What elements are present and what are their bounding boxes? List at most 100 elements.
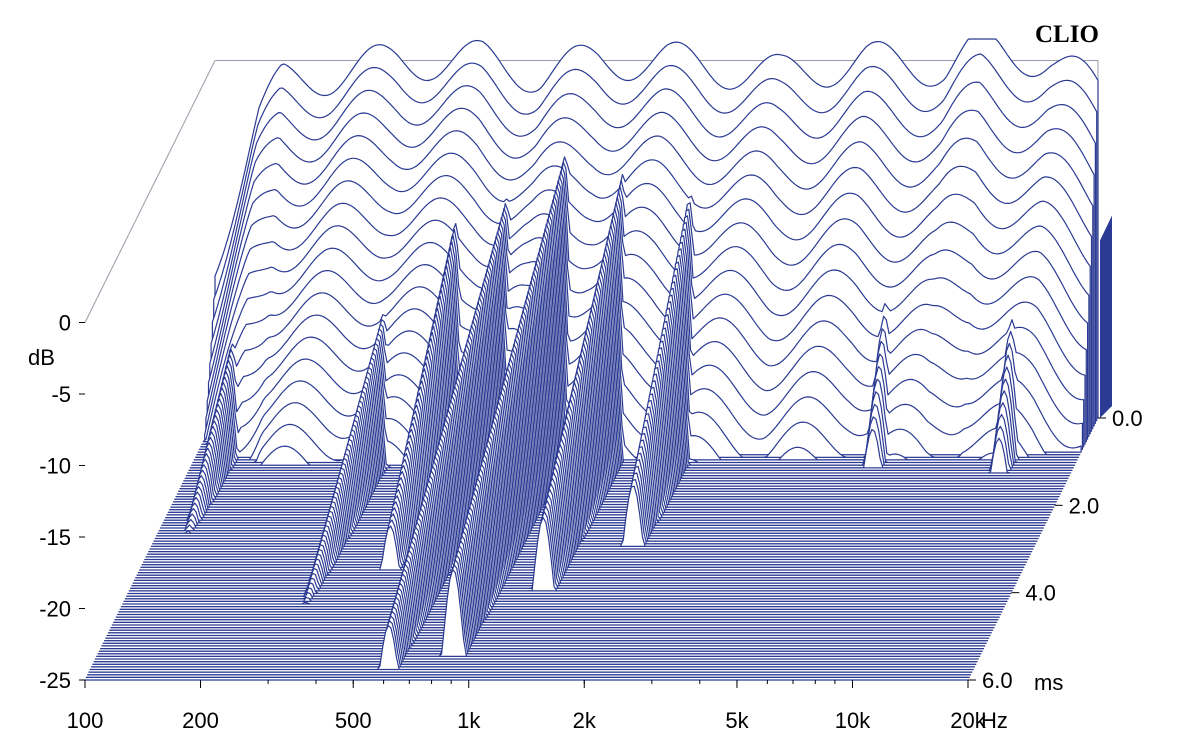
decay-slice xyxy=(136,420,1021,576)
decay-slice xyxy=(100,554,985,650)
decay-slice xyxy=(188,228,1073,471)
decay-slice xyxy=(94,606,979,660)
decay-slice xyxy=(180,257,1065,487)
decay-slice xyxy=(163,319,1048,521)
decay-slice xyxy=(183,247,1068,482)
decay-slice xyxy=(122,473,1007,605)
decay-slice xyxy=(123,468,1008,602)
decay-slice xyxy=(148,377,1033,553)
decay-slice xyxy=(145,386,1030,558)
decay-slice xyxy=(159,333,1044,529)
decay-slice xyxy=(90,620,976,668)
decay-slice xyxy=(171,290,1056,506)
decay-slice xyxy=(131,439,1016,587)
decay-slice xyxy=(89,624,974,671)
decay-slice xyxy=(102,545,987,644)
decay-slice xyxy=(142,396,1028,563)
decay-slice xyxy=(139,410,1024,571)
decay-slice xyxy=(103,540,989,642)
time-tick-label: 4.0 xyxy=(1025,581,1056,606)
decay-slice xyxy=(120,477,1005,608)
brand-logo: CLIO xyxy=(1035,21,1099,48)
y-tick-label: -15 xyxy=(39,525,71,550)
y-tick-label: 0 xyxy=(59,311,71,336)
decay-slice xyxy=(144,391,1029,561)
x-tick-label: 500 xyxy=(335,708,372,733)
decay-slice xyxy=(162,324,1047,524)
decay-slice xyxy=(113,506,998,623)
decay-slices xyxy=(84,38,1099,681)
decay-slice xyxy=(167,305,1052,513)
y-axis-ticks: 0 -5 -10 -15 -20 -25 xyxy=(39,311,85,693)
decay-slice xyxy=(179,261,1064,490)
x-axis-unit: Hz xyxy=(981,708,1008,733)
slice-edge-band xyxy=(1100,215,1112,418)
y-axis-unit: dB xyxy=(28,345,55,370)
decay-slice xyxy=(101,549,986,647)
x-axis-ticks: 100 200 500 1k 2k 5k 10k 20k xyxy=(67,680,987,733)
decay-slice xyxy=(161,329,1046,526)
decay-slice xyxy=(191,218,1076,466)
decay-slice xyxy=(135,425,1020,579)
decay-slice xyxy=(172,285,1057,503)
decay-slice xyxy=(105,535,990,639)
x-tick-label: 5k xyxy=(725,708,749,733)
decay-slice xyxy=(96,569,981,657)
y-tick-label: -5 xyxy=(51,382,71,407)
decay-slice xyxy=(154,353,1039,540)
decay-slice xyxy=(92,615,977,665)
decay-slice xyxy=(127,453,1012,595)
decay-slice xyxy=(141,401,1026,566)
decay-slice xyxy=(118,487,1003,613)
frame-left-diagonal xyxy=(84,60,216,323)
decay-slice xyxy=(194,204,1080,458)
decay-slice xyxy=(174,281,1059,500)
decay-slice xyxy=(129,444,1015,589)
time-tick-label: 0.0 xyxy=(1112,406,1143,431)
decay-slice xyxy=(189,223,1074,469)
decay-slice xyxy=(176,271,1061,495)
decay-slice xyxy=(126,458,1011,597)
decay-slice xyxy=(98,559,983,652)
decay-slice xyxy=(133,429,1018,581)
decay-slice xyxy=(97,564,982,655)
decay-slice xyxy=(107,525,992,634)
decay-slice xyxy=(149,372,1034,550)
y-tick-label: -10 xyxy=(39,454,71,479)
decay-slice xyxy=(155,348,1041,537)
decay-slice xyxy=(157,343,1042,534)
x-tick-label: 1k xyxy=(457,708,481,733)
decay-slice xyxy=(170,295,1055,508)
decay-slice xyxy=(119,482,1004,610)
decay-slice xyxy=(109,521,994,631)
decay-slice xyxy=(93,610,978,663)
time-axis-unit: ms xyxy=(1034,670,1063,695)
decay-slice xyxy=(165,314,1050,519)
decay-slice xyxy=(132,434,1017,584)
decay-slice xyxy=(116,492,1002,616)
decay-slice xyxy=(150,367,1035,547)
decay-slice xyxy=(110,516,995,629)
time-tick-label: 2.0 xyxy=(1069,493,1100,518)
x-tick-label: 100 xyxy=(67,708,104,733)
decay-slice xyxy=(106,530,991,637)
decay-slice xyxy=(166,309,1051,516)
time-axis-ticks: 0.0 2.0 4.0 6.0 xyxy=(968,406,1143,693)
x-tick-label: 20k xyxy=(950,708,986,733)
decay-slice xyxy=(158,338,1043,532)
decay-slice xyxy=(137,415,1022,574)
y-tick-label: -25 xyxy=(39,668,71,693)
y-tick-label: -20 xyxy=(39,597,71,622)
decay-slice xyxy=(181,252,1067,485)
decay-slice xyxy=(153,357,1038,542)
decay-slice xyxy=(111,511,996,626)
time-tick-label: 6.0 xyxy=(982,668,1013,693)
decay-slice xyxy=(140,405,1025,568)
decay-slice xyxy=(168,300,1054,511)
decay-slice xyxy=(175,276,1060,498)
decay-slice xyxy=(184,242,1069,479)
decay-slice xyxy=(152,362,1037,545)
decay-slice xyxy=(178,266,1063,492)
decay-slice xyxy=(185,237,1070,477)
